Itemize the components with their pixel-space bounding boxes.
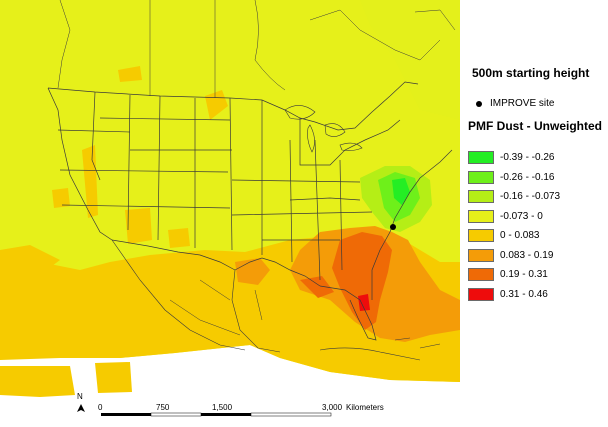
legend-panel: 500m starting height IMPROVE site PMF Du… — [460, 0, 608, 427]
province-lines — [57, 0, 456, 336]
legend-label: -0.16 - -0.073 — [500, 191, 561, 203]
legend-swatch — [468, 229, 494, 243]
legend-label: 0 - 0.083 — [500, 230, 540, 242]
legend-title: PMF Dust - Unweighted — [468, 119, 602, 133]
map-title: 500m starting height — [472, 66, 590, 80]
legend-label: -0.26 - -0.16 — [500, 171, 555, 183]
legend-swatch — [468, 287, 494, 301]
legend-item: -0.16 - -0.073 — [468, 187, 560, 207]
field-spot-5 — [168, 228, 190, 248]
field-mid-plume — [235, 258, 270, 285]
scale-tick-3000: 3,000 — [322, 403, 343, 412]
field-spot-6 — [52, 188, 70, 208]
coastlines — [111, 239, 441, 361]
field-se-core — [332, 232, 392, 330]
great-lakes — [284, 105, 363, 153]
site-legend-label: IMPROVE site — [490, 98, 555, 109]
map-canvas[interactable]: N 0 750 1,500 3,000 Kilometers — [0, 0, 460, 427]
legend-swatch — [468, 268, 494, 282]
scale-tick-0: 0 — [98, 403, 103, 412]
north-label: N — [77, 392, 83, 401]
north-arrow: N — [77, 392, 85, 412]
legend-item: -0.26 - -0.16 — [468, 168, 560, 188]
legend-swatch — [468, 151, 494, 165]
field-green-dark — [392, 178, 410, 205]
field-red — [358, 294, 370, 311]
field-se-core-2 — [300, 276, 334, 298]
site-dot-icon — [476, 100, 482, 107]
state-boundaries — [47, 81, 453, 341]
site-legend: IMPROVE site — [476, 98, 554, 109]
field-spot-4 — [125, 208, 152, 244]
legend-item: -0.073 - 0 — [468, 207, 560, 227]
field-gulf-west — [0, 245, 60, 280]
legend-item: -0.39 - -0.26 — [468, 148, 560, 168]
legend-items: -0.39 - -0.26 -0.26 - -0.16 -0.16 - -0.073… — [468, 148, 560, 304]
legend-swatch — [468, 209, 494, 223]
field-bottom-left — [0, 366, 75, 397]
legend-label: 0.083 - 0.19 — [500, 249, 554, 261]
legend-item: 0.31 - 0.46 — [468, 285, 560, 305]
field-spot-1 — [118, 66, 142, 82]
field-n-band — [360, 0, 460, 120]
scale-tick-750: 750 — [156, 403, 170, 412]
legend-swatch — [468, 190, 494, 204]
field-bottom-mid — [95, 362, 132, 393]
scale-tick-1500: 1,500 — [212, 403, 233, 412]
legend-label: 0.31 - 0.46 — [500, 288, 548, 300]
legend-label: -0.39 - -0.26 — [500, 152, 555, 164]
scale-bar: 0 750 1,500 3,000 Kilometers — [98, 403, 384, 417]
legend-item: 0.19 - 0.31 — [468, 265, 560, 285]
legend-swatch — [468, 248, 494, 262]
improve-site-marker[interactable] — [390, 224, 396, 230]
legend-item: 0 - 0.083 — [468, 226, 560, 246]
legend-swatch — [468, 170, 494, 184]
scale-unit: Kilometers — [346, 403, 384, 412]
legend-label: 0.19 - 0.31 — [500, 269, 548, 281]
field-spot-3 — [82, 145, 98, 218]
legend-label: -0.073 - 0 — [500, 210, 543, 222]
legend-item: 0.083 - 0.19 — [468, 246, 560, 266]
